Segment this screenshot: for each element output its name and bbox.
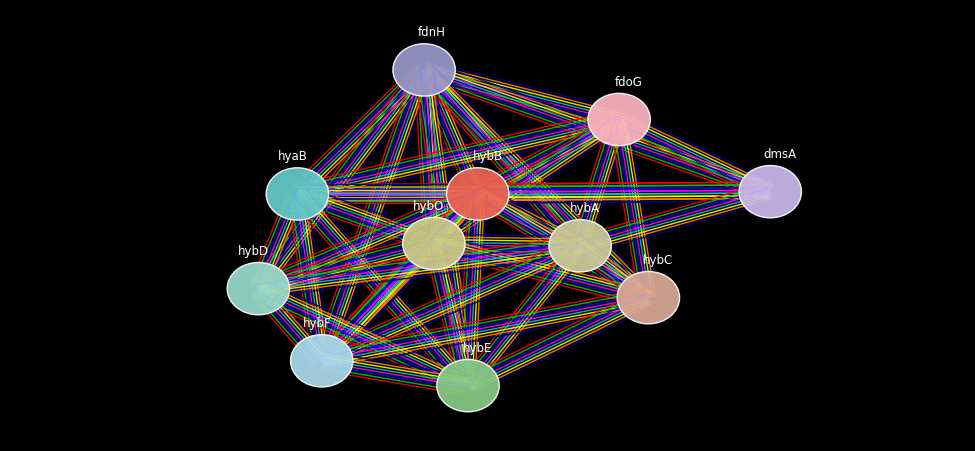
Ellipse shape bbox=[291, 335, 353, 387]
Ellipse shape bbox=[447, 168, 509, 220]
Ellipse shape bbox=[588, 93, 650, 146]
Text: hyaB: hyaB bbox=[278, 150, 307, 163]
Ellipse shape bbox=[393, 44, 455, 96]
Text: fdoG: fdoG bbox=[615, 76, 643, 89]
Text: dmsA: dmsA bbox=[763, 148, 797, 161]
Text: hybD: hybD bbox=[238, 245, 269, 258]
Ellipse shape bbox=[549, 220, 611, 272]
Ellipse shape bbox=[437, 359, 499, 412]
Text: hybB: hybB bbox=[473, 150, 502, 163]
Text: hybF: hybF bbox=[302, 317, 332, 330]
Text: fdnH: fdnH bbox=[418, 26, 446, 39]
Ellipse shape bbox=[266, 168, 329, 220]
Ellipse shape bbox=[739, 166, 801, 218]
Ellipse shape bbox=[227, 262, 290, 315]
Text: hybO: hybO bbox=[413, 200, 445, 213]
Ellipse shape bbox=[617, 272, 680, 324]
Ellipse shape bbox=[403, 217, 465, 270]
Text: hybC: hybC bbox=[643, 254, 674, 267]
Text: hybA: hybA bbox=[570, 202, 600, 215]
Text: hybE: hybE bbox=[463, 342, 492, 355]
